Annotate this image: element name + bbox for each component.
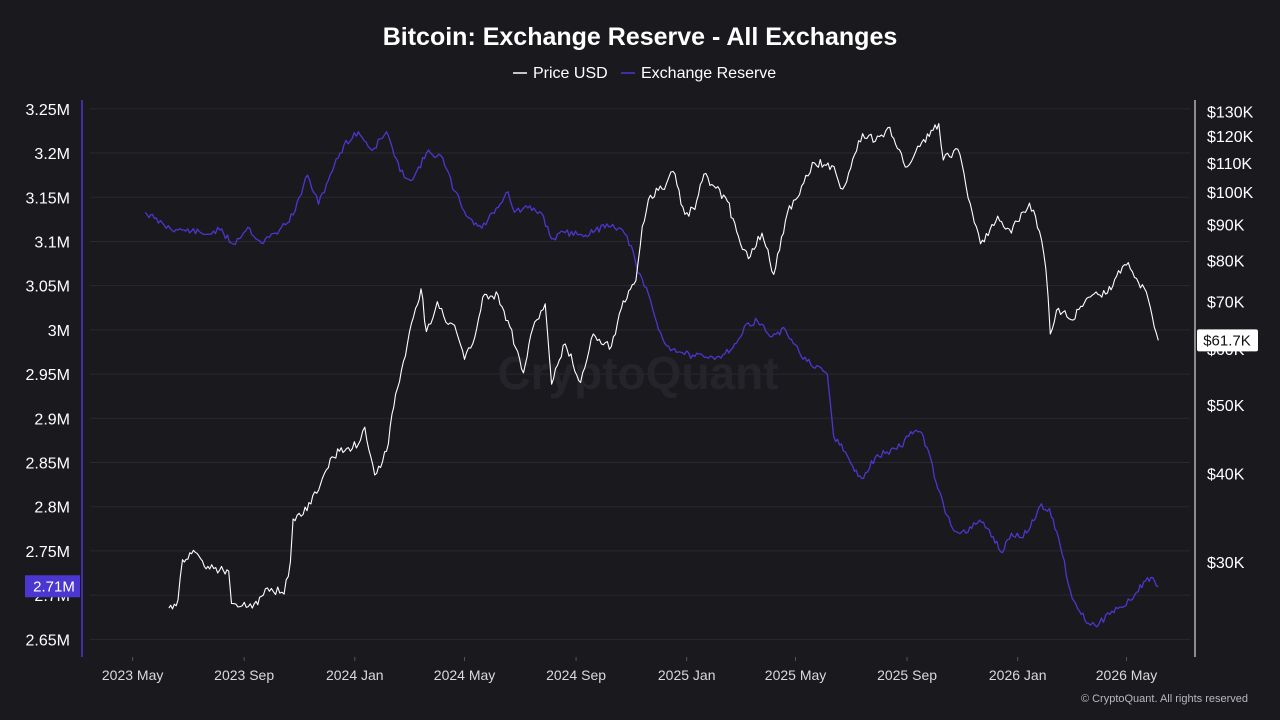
watermark: CryptoQuant bbox=[497, 347, 778, 399]
left-tick-label: 3.2M bbox=[34, 146, 70, 163]
legend-reserve-label[interactable]: Exchange Reserve bbox=[641, 65, 776, 82]
left-tick-label: 3.05M bbox=[26, 279, 70, 296]
left-axis-ticks: 2.65M2.7M2.75M2.8M2.85M2.9M2.95M3M3.05M3… bbox=[26, 102, 70, 649]
copyright-notice: © CryptoQuant. All rights reserved bbox=[1081, 693, 1248, 705]
right-tick-label: $120K bbox=[1207, 129, 1254, 146]
x-tick-label: 2024 May bbox=[434, 667, 495, 683]
x-tick-label: 2025 Sep bbox=[877, 667, 937, 683]
grid-lines bbox=[90, 108, 1190, 640]
x-axis-ticks: 2023 May 2023 Sep 2024 Jan 2024 May 2024 Sep… bbox=[102, 657, 1157, 683]
right-tick-label: $70K bbox=[1207, 295, 1245, 312]
right-tick-label: $100K bbox=[1207, 185, 1254, 202]
left-tick-label: 2.8M bbox=[34, 500, 70, 517]
left-tick-label: 3.25M bbox=[26, 102, 70, 119]
series-line-price-usd bbox=[168, 123, 1159, 610]
x-tick-label: 2026 May bbox=[1096, 667, 1157, 683]
x-tick-label: 2024 Jan bbox=[326, 667, 384, 683]
x-tick-label: 2025 May bbox=[765, 667, 826, 683]
left-tick-label: 3.1M bbox=[34, 234, 70, 251]
left-tick-label: 3M bbox=[48, 323, 70, 340]
chart-title: Bitcoin: Exchange Reserve - All Exchange… bbox=[383, 23, 898, 51]
left-tick-label: 2.9M bbox=[34, 411, 70, 428]
legend[interactable]: Price USD Exchange Reserve bbox=[513, 65, 776, 82]
x-tick-label: 2024 Sep bbox=[546, 667, 606, 683]
left-tick-label: 2.65M bbox=[26, 632, 70, 649]
current-reserve-badge-bg bbox=[25, 575, 80, 598]
right-tick-label: $40K bbox=[1207, 466, 1245, 483]
x-tick-label: 2023 May bbox=[102, 667, 163, 683]
current-price-badge: $61.7K bbox=[1197, 329, 1258, 352]
x-tick-label: 2026 Jan bbox=[989, 667, 1047, 683]
right-tick-label: $50K bbox=[1207, 398, 1245, 415]
current-price-label: $61.7K bbox=[1203, 332, 1251, 349]
left-tick-label: 2.85M bbox=[26, 455, 70, 472]
right-tick-label: $130K bbox=[1207, 105, 1254, 122]
series-line-exchange-reserve bbox=[144, 131, 1159, 628]
x-tick-label: 2023 Sep bbox=[214, 667, 274, 683]
x-tick-label: 2025 Jan bbox=[658, 667, 716, 683]
series-layer bbox=[144, 123, 1159, 628]
right-tick-label: $80K bbox=[1207, 254, 1245, 271]
right-tick-label: $30K bbox=[1207, 555, 1245, 572]
right-tick-label: $90K bbox=[1207, 217, 1245, 234]
current-reserve-label: 2.71M bbox=[33, 578, 75, 595]
current-reserve-badge: 2.71M bbox=[25, 575, 80, 598]
legend-price-label[interactable]: Price USD bbox=[533, 65, 608, 82]
left-tick-label: 2.75M bbox=[26, 544, 70, 561]
left-tick-label: 3.15M bbox=[26, 190, 70, 207]
left-tick-label: 2.95M bbox=[26, 367, 70, 384]
right-tick-label: $110K bbox=[1207, 156, 1252, 173]
current-price-badge-bg bbox=[1197, 329, 1258, 352]
